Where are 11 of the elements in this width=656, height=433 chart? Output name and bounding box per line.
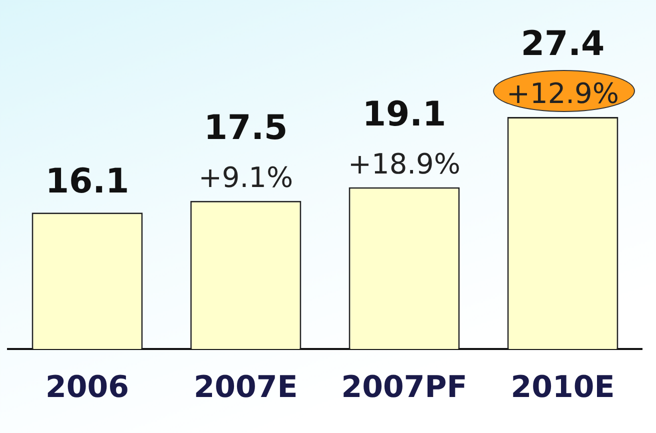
annotation: +12.9% — [506, 77, 619, 110]
data-label: 17.5 — [204, 108, 288, 148]
data-label: 16.1 — [45, 162, 130, 202]
x-tick-label: 2006 — [46, 370, 129, 405]
annotation: +9.1% — [198, 160, 294, 194]
x-tick-label: 2010E — [510, 370, 615, 405]
x-tick-label: 2007PF — [341, 370, 468, 405]
annotation: +18.9% — [348, 147, 460, 180]
data-label: 19.1 — [362, 94, 446, 134]
data-label: 27.4 — [520, 24, 605, 64]
x-tick-label: 2007E — [194, 370, 298, 405]
